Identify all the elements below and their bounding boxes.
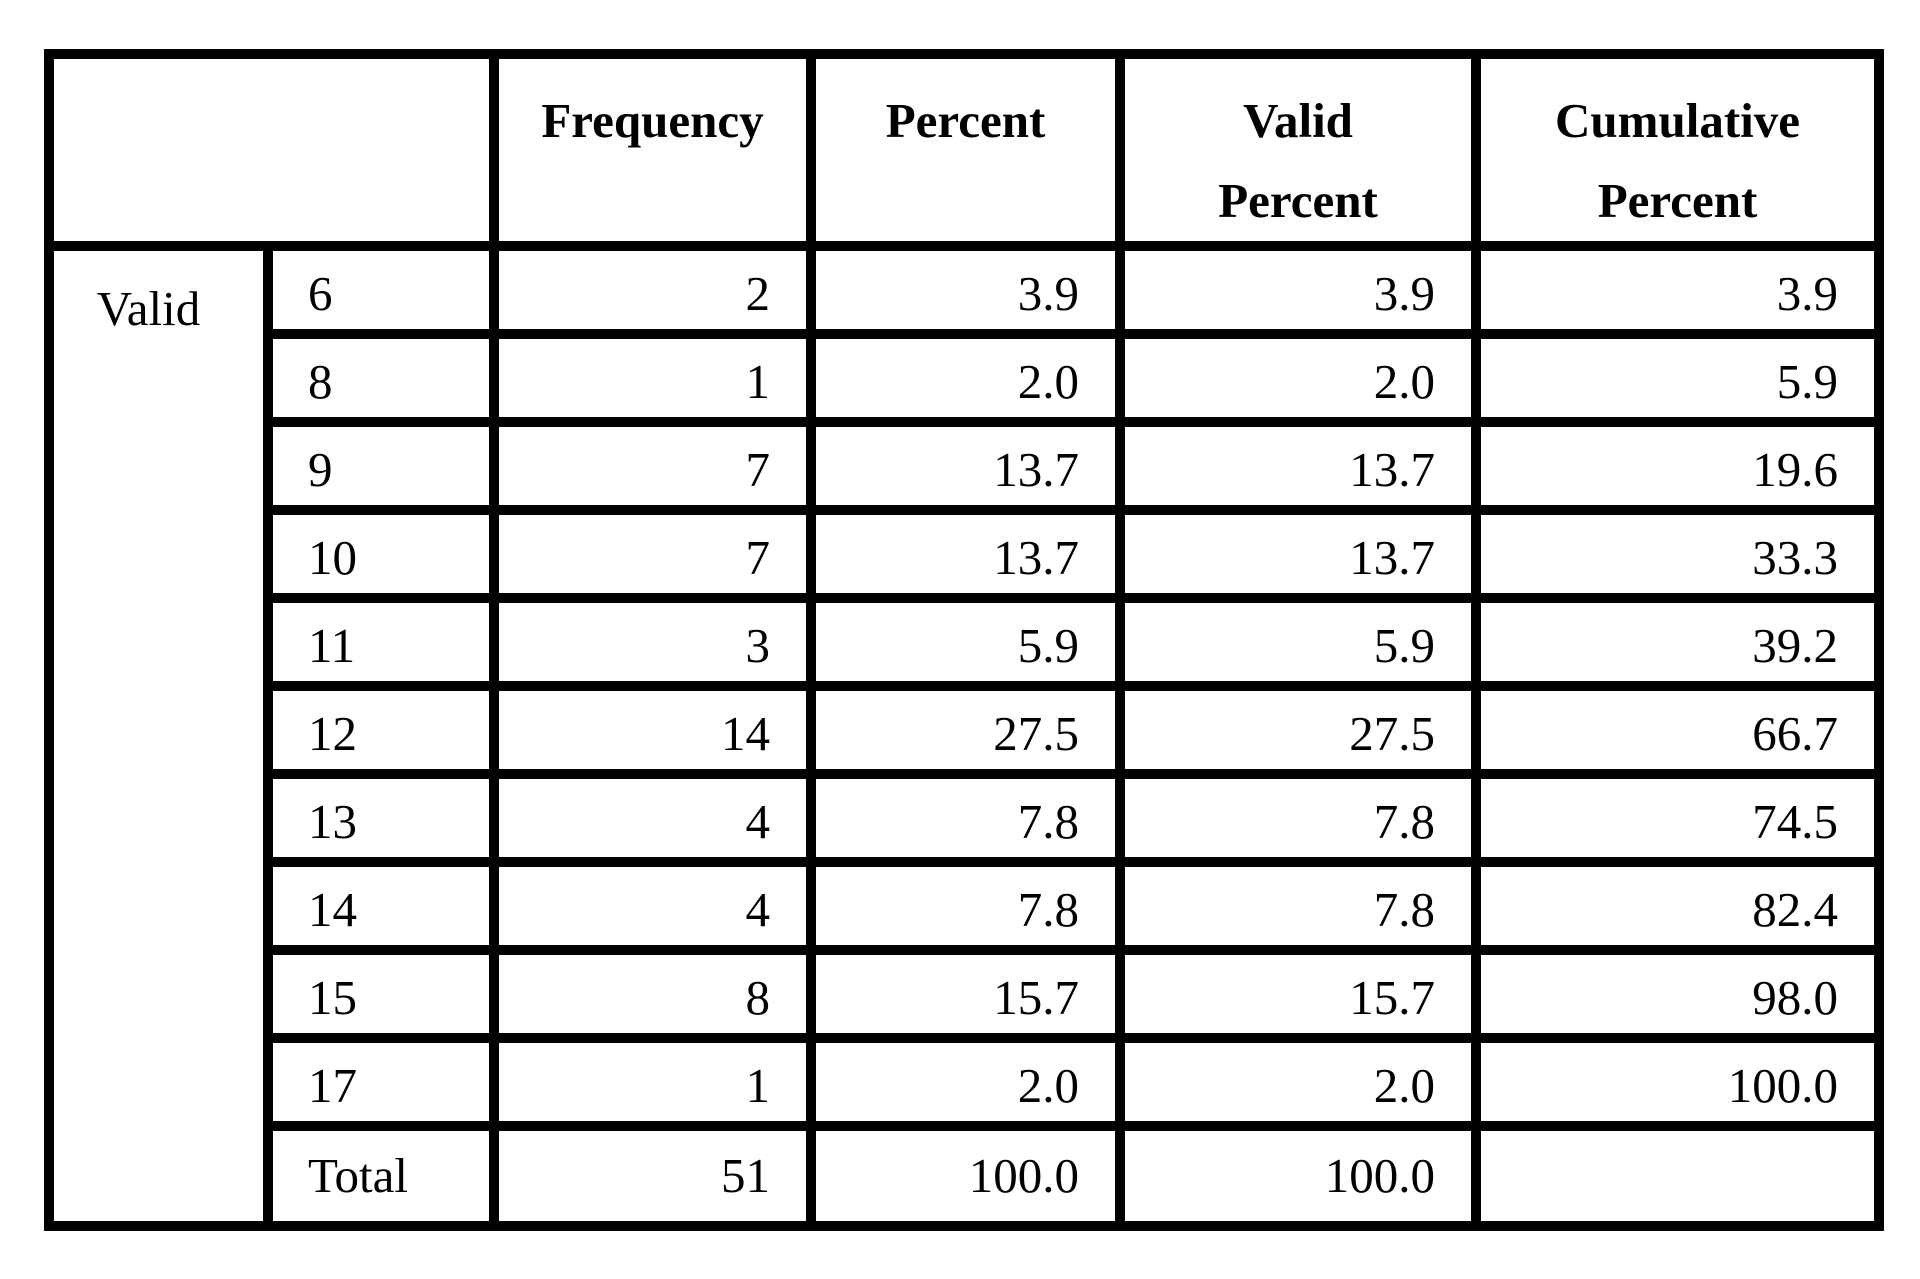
row-percent: 13.7 — [806, 417, 1125, 515]
row-valid-percent: 2.0 — [1115, 1033, 1481, 1131]
table-row: 10 7 13.7 13.7 33.3 — [49, 505, 1884, 603]
row-valid-percent: 5.9 — [1115, 593, 1481, 691]
row-cumulative-percent: 19.6 — [1471, 417, 1884, 515]
header-cumulative-percent-line1: Cumulative — [1555, 93, 1800, 148]
header-corner-cell — [44, 49, 499, 251]
header-frequency: Frequency — [489, 49, 816, 251]
table-row: 11 3 5.9 5.9 39.2 — [49, 593, 1884, 691]
row-valid-percent: 13.7 — [1115, 417, 1481, 515]
row-frequency: 14 — [489, 681, 816, 779]
total-cumulative-percent — [1471, 1121, 1884, 1231]
table-body: Valid 6 2 3.9 3.9 3.9 8 1 2.0 2.0 5.9 9 … — [44, 241, 1884, 1231]
row-frequency: 4 — [489, 769, 816, 867]
table-row: 15 8 15.7 15.7 98.0 — [49, 945, 1884, 1043]
row-value: 9 — [263, 417, 499, 515]
row-cumulative-percent: 39.2 — [1471, 593, 1884, 691]
row-frequency: 4 — [489, 857, 816, 955]
total-valid-percent: 100.0 — [1115, 1121, 1481, 1231]
row-value: 17 — [263, 1033, 499, 1131]
header-row: Frequency Percent Valid Percent Cumulati… — [44, 49, 1884, 251]
row-value: 12 — [263, 681, 499, 779]
row-value: 8 — [263, 329, 499, 427]
row-valid-percent: 13.7 — [1115, 505, 1481, 603]
row-valid-percent: 2.0 — [1115, 329, 1481, 427]
row-cumulative-percent: 3.9 — [1471, 241, 1884, 339]
header-valid-percent-line2: Percent — [1218, 173, 1378, 228]
row-frequency: 8 — [489, 945, 816, 1043]
header-cumulative-percent-line2: Percent — [1597, 173, 1758, 228]
row-cumulative-percent: 66.7 — [1471, 681, 1884, 779]
header-valid-percent: Valid Percent — [1115, 49, 1481, 251]
row-percent: 7.8 — [806, 769, 1125, 867]
row-percent: 27.5 — [806, 681, 1125, 779]
row-frequency: 1 — [489, 1033, 816, 1131]
row-percent: 13.7 — [806, 505, 1125, 603]
row-valid-percent: 7.8 — [1115, 857, 1481, 955]
header-percent: Percent — [806, 49, 1125, 251]
header-cumulative-percent: Cumulative Percent — [1471, 49, 1884, 251]
table-row: 13 4 7.8 7.8 74.5 — [49, 769, 1884, 867]
total-row: Total 51 100.0 100.0 — [49, 1121, 1884, 1231]
row-value: 13 — [263, 769, 499, 867]
header-valid-percent-line1: Valid — [1243, 93, 1353, 148]
table-row: 17 1 2.0 2.0 100.0 — [49, 1033, 1884, 1131]
row-cumulative-percent: 100.0 — [1471, 1033, 1884, 1131]
group-label-valid: Valid — [44, 241, 273, 1231]
row-percent: 15.7 — [806, 945, 1125, 1043]
row-value: 11 — [263, 593, 499, 691]
row-frequency: 3 — [489, 593, 816, 691]
row-value: 15 — [263, 945, 499, 1043]
table-row: Valid 6 2 3.9 3.9 3.9 — [44, 241, 1884, 1231]
row-valid-percent: 27.5 — [1115, 681, 1481, 779]
row-frequency: 7 — [489, 505, 816, 603]
row-valid-percent: 7.8 — [1115, 769, 1481, 867]
row-percent: 3.9 — [806, 241, 1125, 339]
total-percent: 100.0 — [806, 1121, 1125, 1231]
row-cumulative-percent: 5.9 — [1471, 329, 1884, 427]
row-frequency: 1 — [489, 329, 816, 427]
row-percent: 2.0 — [806, 1033, 1125, 1131]
row-percent: 5.9 — [806, 593, 1125, 691]
row-frequency: 2 — [489, 241, 816, 339]
row-cumulative-percent: 74.5 — [1471, 769, 1884, 867]
row-value: 14 — [263, 857, 499, 955]
table-row: 9 7 13.7 13.7 19.6 — [49, 417, 1884, 515]
row-cumulative-percent: 33.3 — [1471, 505, 1884, 603]
row-cumulative-percent: 98.0 — [1471, 945, 1884, 1043]
row-valid-percent: 15.7 — [1115, 945, 1481, 1043]
row-value: 10 — [263, 505, 499, 603]
row-frequency: 7 — [489, 417, 816, 515]
row-cumulative-percent: 82.4 — [1471, 857, 1884, 955]
table-row: 8 1 2.0 2.0 5.9 — [49, 329, 1884, 427]
frequency-table: Frequency Percent Valid Percent Cumulati… — [44, 49, 1884, 1231]
total-frequency: 51 — [489, 1121, 816, 1231]
table-row: 12 14 27.5 27.5 66.7 — [49, 681, 1884, 779]
row-percent: 2.0 — [806, 329, 1125, 427]
total-label: Total — [263, 1121, 499, 1231]
table-row: 14 4 7.8 7.8 82.4 — [49, 857, 1884, 955]
row-valid-percent: 3.9 — [1115, 241, 1481, 339]
row-percent: 7.8 — [806, 857, 1125, 955]
row-value: 6 — [263, 241, 499, 339]
